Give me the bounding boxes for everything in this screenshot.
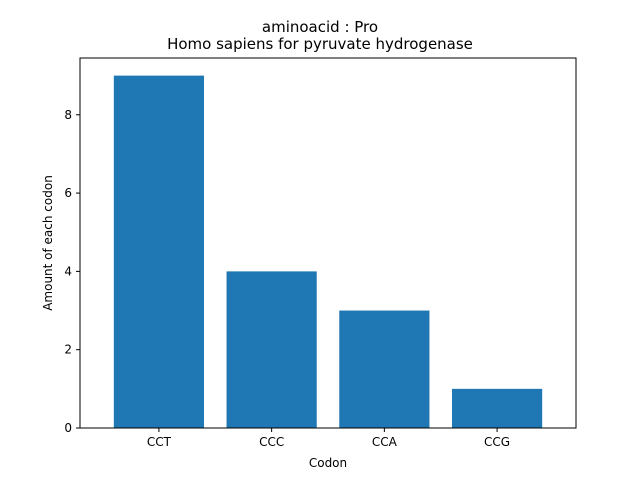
y-tick-label: 6 xyxy=(64,186,72,200)
x-tick-label: CCC xyxy=(259,435,284,449)
bar-cct xyxy=(113,75,204,428)
x-axis-ticks: CCT CCC CCA CCG xyxy=(147,428,510,449)
x-tick-label: CCG xyxy=(484,435,510,449)
x-tick-label: CCA xyxy=(372,435,398,449)
x-tick-label: CCT xyxy=(147,435,172,449)
chart-title: aminoacid : Pro xyxy=(262,18,378,36)
y-axis-label: Amount of each codon xyxy=(41,175,55,311)
chart-subtitle: Homo sapiens for pyruvate hydrogenase xyxy=(167,35,473,53)
plot-frame xyxy=(79,57,577,429)
y-axis-ticks: 0 2 4 6 8 xyxy=(64,108,80,435)
y-tick-label: 0 xyxy=(64,421,72,435)
bar-ccc xyxy=(226,271,317,428)
bar-ccg xyxy=(452,388,543,428)
y-tick-label: 2 xyxy=(64,343,72,357)
bar-cca xyxy=(339,310,430,428)
bars-group xyxy=(113,75,543,428)
y-tick-label: 4 xyxy=(64,264,72,278)
x-axis-label: Codon xyxy=(309,456,347,470)
y-tick-label: 8 xyxy=(64,108,72,122)
